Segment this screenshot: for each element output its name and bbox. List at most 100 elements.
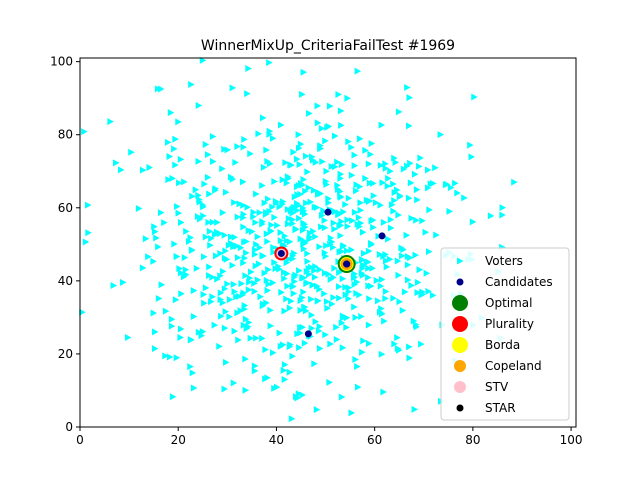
voter-marker	[416, 162, 423, 170]
voter-marker	[264, 238, 271, 246]
voter-marker	[334, 185, 342, 193]
y-tick-label: 40	[58, 274, 73, 288]
voter-marker	[219, 299, 227, 307]
voter-marker	[301, 339, 309, 347]
voter-marker	[394, 257, 402, 265]
voter-marker	[206, 227, 214, 235]
voter-marker	[391, 188, 399, 196]
voter-marker	[271, 177, 278, 185]
voter-marker	[355, 213, 363, 221]
voter-marker	[221, 145, 228, 153]
legend-label-star: STAR	[485, 401, 516, 415]
voter-marker	[157, 209, 165, 217]
voter-marker	[304, 168, 311, 176]
voter-marker	[339, 312, 347, 320]
voter-marker	[316, 266, 323, 274]
voter-marker	[167, 109, 175, 117]
voter-marker	[269, 203, 276, 211]
voter-marker	[499, 204, 507, 212]
voter-marker	[273, 199, 280, 207]
voter-marker	[290, 205, 297, 213]
voter-marker	[276, 329, 284, 337]
voter-marker	[230, 243, 237, 251]
voter-marker	[161, 219, 168, 227]
voter-marker	[142, 235, 150, 243]
voter-marker	[404, 261, 412, 269]
voter-marker	[295, 390, 303, 398]
voter-marker	[307, 198, 314, 206]
voter-marker	[246, 274, 254, 282]
voter-marker	[242, 386, 249, 394]
voter-marker	[287, 341, 294, 349]
voter-marker	[257, 293, 264, 301]
voter-marker	[343, 247, 351, 255]
voter-marker	[249, 228, 256, 236]
voter-marker	[303, 268, 311, 276]
voter-marker	[276, 265, 283, 273]
voter-marker	[201, 253, 208, 261]
voter-marker	[177, 269, 185, 277]
voter-marker	[342, 201, 349, 209]
voter-marker	[395, 108, 403, 116]
voter-marker	[338, 160, 346, 168]
candidates-layer	[277, 208, 386, 338]
voter-marker	[318, 124, 326, 132]
voter-marker	[173, 354, 181, 362]
voter-marker	[304, 257, 311, 265]
voter-marker	[221, 285, 229, 293]
voter-marker	[240, 143, 248, 151]
voter-marker	[300, 274, 307, 282]
y-tick-label: 20	[58, 347, 73, 361]
voter-marker	[382, 164, 390, 172]
voter-marker	[379, 179, 386, 187]
voter-marker	[349, 217, 356, 225]
voter-marker	[425, 287, 432, 295]
voter-marker	[226, 313, 233, 321]
voter-marker	[223, 358, 230, 366]
voter-marker	[297, 190, 304, 198]
voter-marker	[345, 288, 353, 296]
voter-marker	[304, 279, 311, 287]
voter-marker	[452, 179, 459, 187]
voter-marker	[206, 190, 213, 198]
voter-marker	[348, 246, 355, 254]
voter-marker	[241, 305, 248, 313]
voter-marker	[270, 244, 277, 252]
voter-marker	[382, 251, 389, 259]
voter-marker	[331, 132, 339, 140]
voter-marker	[354, 383, 362, 391]
voter-marker	[251, 362, 259, 370]
voter-marker	[285, 174, 292, 182]
voter-marker	[264, 287, 272, 295]
voter-marker	[79, 308, 86, 316]
voter-marker	[193, 264, 201, 272]
voter-marker	[135, 204, 143, 212]
voter-marker	[392, 158, 400, 166]
voter-marker	[174, 202, 181, 210]
voter-marker	[242, 355, 249, 363]
voter-marker	[378, 121, 386, 129]
voter-marker	[248, 268, 255, 276]
voter-marker	[264, 157, 271, 165]
voter-marker	[352, 356, 359, 364]
voter-marker	[242, 272, 249, 280]
legend-marker-voters	[457, 257, 464, 265]
voter-marker	[231, 327, 239, 335]
voter-marker	[419, 217, 426, 225]
voter-marker	[261, 199, 269, 207]
voter-marker	[416, 266, 424, 274]
voter-marker	[236, 292, 243, 300]
voter-marker	[303, 199, 310, 207]
voter-marker	[256, 209, 264, 217]
voter-marker	[152, 328, 159, 336]
voter-marker	[414, 289, 422, 297]
voter-marker	[239, 178, 247, 186]
voter-marker	[337, 192, 344, 200]
legend-label-plurality: Plurality	[485, 317, 534, 331]
voter-marker	[233, 293, 240, 301]
voter-marker	[219, 209, 227, 217]
voter-marker	[353, 278, 361, 286]
voter-marker	[165, 176, 172, 184]
voter-marker	[300, 245, 308, 253]
voter-marker	[418, 291, 425, 299]
